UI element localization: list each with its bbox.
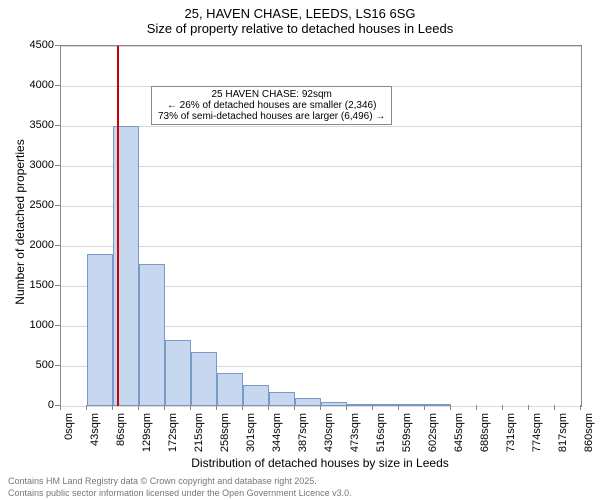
y-tick-label: 1000	[0, 319, 54, 331]
y-tick-label: 0	[0, 399, 54, 411]
x-tick-mark	[112, 405, 113, 410]
x-axis-label: Distribution of detached houses by size …	[60, 456, 580, 470]
x-tick-mark	[60, 405, 61, 410]
y-tick-mark	[55, 85, 60, 86]
x-tick-mark	[320, 405, 321, 410]
y-tick-label: 3000	[0, 159, 54, 171]
annotation-line: 73% of semi-detached houses are larger (…	[158, 111, 385, 122]
y-tick-label: 4000	[0, 79, 54, 91]
histogram-bar	[191, 352, 217, 406]
x-tick-label: 688sqm	[479, 413, 491, 452]
y-tick-label: 500	[0, 359, 54, 371]
gridline	[61, 246, 581, 247]
histogram-bar	[269, 392, 295, 406]
x-tick-label: 344sqm	[271, 413, 283, 452]
annotation-line: ← 26% of detached houses are smaller (2,…	[158, 100, 385, 111]
histogram-bar	[295, 398, 321, 406]
y-tick-mark	[55, 285, 60, 286]
x-tick-label: 215sqm	[193, 413, 205, 452]
x-tick-mark	[450, 405, 451, 410]
histogram-bar	[139, 264, 165, 406]
x-tick-mark	[528, 405, 529, 410]
chart-title-1: 25, HAVEN CHASE, LEEDS, LS16 6SG	[0, 0, 600, 21]
x-tick-label: 86sqm	[115, 413, 127, 446]
x-tick-label: 860sqm	[583, 413, 595, 452]
x-tick-mark	[268, 405, 269, 410]
y-tick-mark	[55, 45, 60, 46]
x-tick-mark	[424, 405, 425, 410]
x-tick-label: 516sqm	[375, 413, 387, 452]
histogram-bar	[165, 340, 191, 406]
y-tick-mark	[55, 125, 60, 126]
gridline	[61, 206, 581, 207]
histogram-bar	[373, 404, 399, 406]
y-tick-label: 3500	[0, 119, 54, 131]
x-tick-label: 645sqm	[453, 413, 465, 452]
x-tick-mark	[502, 405, 503, 410]
gridline	[61, 166, 581, 167]
reference-line	[117, 46, 119, 406]
footer-line-1: Contains HM Land Registry data © Crown c…	[8, 476, 317, 486]
y-tick-label: 4500	[0, 39, 54, 51]
footer-line-2: Contains public sector information licen…	[8, 488, 352, 498]
x-tick-label: 43sqm	[89, 413, 101, 446]
x-tick-label: 559sqm	[401, 413, 413, 452]
y-tick-mark	[55, 365, 60, 366]
x-tick-mark	[580, 405, 581, 410]
y-axis-label: Number of detached properties	[13, 72, 27, 372]
x-tick-mark	[190, 405, 191, 410]
x-tick-label: 430sqm	[323, 413, 335, 452]
x-tick-mark	[216, 405, 217, 410]
x-tick-mark	[242, 405, 243, 410]
plot-area: 25 HAVEN CHASE: 92sqm← 26% of detached h…	[60, 45, 582, 407]
y-tick-mark	[55, 245, 60, 246]
annotation-line: 25 HAVEN CHASE: 92sqm	[158, 89, 385, 100]
x-tick-mark	[398, 405, 399, 410]
x-tick-label: 0sqm	[63, 413, 75, 440]
gridline	[61, 406, 581, 407]
y-tick-label: 2000	[0, 239, 54, 251]
x-tick-mark	[86, 405, 87, 410]
x-tick-label: 172sqm	[167, 413, 179, 452]
gridline	[61, 46, 581, 47]
chart-root: 25, HAVEN CHASE, LEEDS, LS16 6SG Size of…	[0, 0, 600, 500]
y-tick-mark	[55, 325, 60, 326]
x-tick-label: 129sqm	[141, 413, 153, 452]
x-tick-label: 258sqm	[219, 413, 231, 452]
x-tick-label: 731sqm	[505, 413, 517, 452]
x-tick-mark	[476, 405, 477, 410]
x-tick-mark	[346, 405, 347, 410]
histogram-bar	[399, 404, 425, 406]
x-tick-mark	[294, 405, 295, 410]
y-tick-label: 2500	[0, 199, 54, 211]
x-tick-mark	[372, 405, 373, 410]
x-tick-label: 473sqm	[349, 413, 361, 452]
annotation-box: 25 HAVEN CHASE: 92sqm← 26% of detached h…	[151, 86, 392, 125]
y-tick-label: 1500	[0, 279, 54, 291]
x-tick-mark	[138, 405, 139, 410]
x-tick-mark	[554, 405, 555, 410]
histogram-bar	[217, 373, 243, 406]
x-tick-label: 817sqm	[557, 413, 569, 452]
x-tick-label: 774sqm	[531, 413, 543, 452]
x-tick-mark	[164, 405, 165, 410]
chart-title-2: Size of property relative to detached ho…	[0, 21, 600, 36]
histogram-bar	[321, 402, 347, 406]
gridline	[61, 126, 581, 127]
histogram-bar	[243, 385, 269, 406]
x-tick-label: 602sqm	[427, 413, 439, 452]
x-tick-label: 301sqm	[245, 413, 257, 452]
histogram-bar	[87, 254, 113, 406]
x-tick-label: 387sqm	[297, 413, 309, 452]
histogram-bar	[425, 404, 451, 406]
y-tick-mark	[55, 205, 60, 206]
histogram-bar	[347, 404, 373, 406]
y-tick-mark	[55, 165, 60, 166]
